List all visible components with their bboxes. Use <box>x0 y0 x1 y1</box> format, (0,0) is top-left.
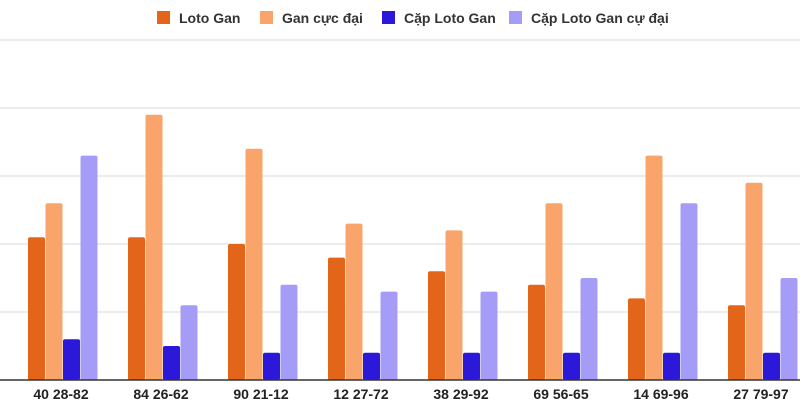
bars <box>28 114 798 381</box>
bar-cap-loto-gan-12-27-72 <box>363 352 380 380</box>
bar-gan-cuc-dai-40-28-82 <box>45 203 63 380</box>
bar-cap-loto-gan-cu-dai-27-79-97 <box>780 278 798 380</box>
bar-loto-gan-69-56-65 <box>528 284 545 380</box>
bar-loto-gan-14-69-96 <box>628 298 645 380</box>
bar-loto-gan-84-26-62 <box>128 237 145 380</box>
bar-gan-cuc-dai-14-69-96 <box>645 155 663 380</box>
x-tick-label: 40 28-82 <box>33 386 88 400</box>
bar-cap-loto-gan-cu-dai-12-27-72 <box>380 291 398 380</box>
gridlines <box>0 39 800 313</box>
legend-swatch-cap-loto-gan-cu-dai <box>509 11 522 24</box>
bar-cap-loto-gan-27-79-97 <box>763 352 780 380</box>
legend-label-loto-gan: Loto Gan <box>179 10 240 26</box>
legend: Loto Gan Gan cực đại Cặp Loto Gan Cặp Loto … <box>157 10 669 26</box>
x-tick-label: 84 26-62 <box>133 386 188 400</box>
bar-loto-gan-27-79-97 <box>728 305 745 380</box>
bar-cap-loto-gan-cu-dai-14-69-96 <box>680 203 698 380</box>
bar-cap-loto-gan-cu-dai-84-26-62 <box>180 305 198 380</box>
x-tick-label: 90 21-12 <box>233 386 288 400</box>
x-tick-label: 69 56-65 <box>533 386 588 400</box>
legend-swatch-gan-cuc-dai <box>260 11 273 24</box>
bar-gan-cuc-dai-69-56-65 <box>545 203 563 380</box>
bar-cap-loto-gan-84-26-62 <box>163 346 180 380</box>
bar-cap-loto-gan-cu-dai-69-56-65 <box>580 278 598 380</box>
x-tick-label: 27 79-97 <box>733 386 788 400</box>
bar-cap-loto-gan-40-28-82 <box>63 339 80 380</box>
bar-gan-cuc-dai-27-79-97 <box>745 182 763 380</box>
x-tick-label: 12 27-72 <box>333 386 388 400</box>
bar-cap-loto-gan-14-69-96 <box>663 352 680 380</box>
bar-loto-gan-38-29-92 <box>428 271 445 380</box>
bar-gan-cuc-dai-38-29-92 <box>445 230 463 380</box>
bar-gan-cuc-dai-12-27-72 <box>345 223 363 380</box>
bar-loto-gan-40-28-82 <box>28 237 45 380</box>
legend-label-cap-loto-gan: Cặp Loto Gan <box>404 10 496 26</box>
x-tick-label: 38 29-92 <box>433 386 488 400</box>
x-tick-labels: 40 28-82 84 26-62 90 21-12 12 27-72 38 29-92… <box>33 386 788 400</box>
bar-cap-loto-gan-cu-dai-40-28-82 <box>80 155 98 380</box>
bar-gan-cuc-dai-90-21-12 <box>245 148 263 380</box>
bar-loto-gan-90-21-12 <box>228 244 245 380</box>
legend-swatch-cap-loto-gan <box>382 11 395 24</box>
bar-cap-loto-gan-cu-dai-38-29-92 <box>480 291 498 380</box>
bar-cap-loto-gan-cu-dai-90-21-12 <box>280 284 298 380</box>
bar-cap-loto-gan-69-56-65 <box>563 352 580 380</box>
x-tick-label: 14 69-96 <box>633 386 688 400</box>
legend-label-cap-loto-gan-cu-dai: Cặp Loto Gan cự đại <box>531 10 669 26</box>
bar-cap-loto-gan-90-21-12 <box>263 352 280 380</box>
legend-label-gan-cuc-dai: Gan cực đại <box>282 10 363 26</box>
bar-gan-cuc-dai-84-26-62 <box>145 114 163 381</box>
legend-swatch-loto-gan <box>157 11 170 24</box>
bar-cap-loto-gan-38-29-92 <box>463 352 480 380</box>
bar-loto-gan-12-27-72 <box>328 257 345 380</box>
